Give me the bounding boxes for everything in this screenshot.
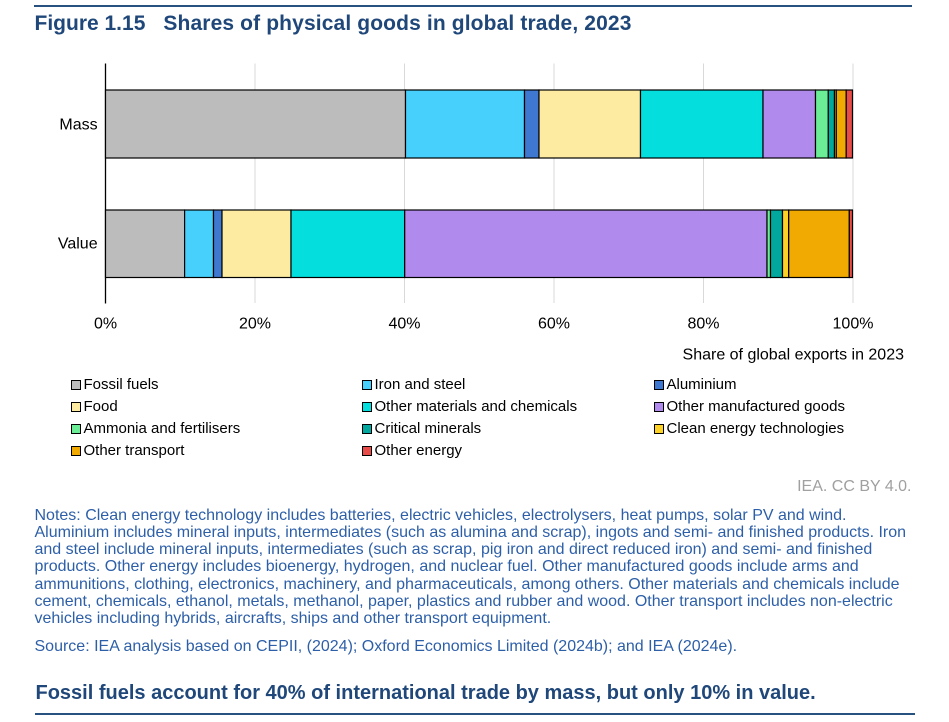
svg-text:Share of global exports in 202: Share of global exports in 2023	[683, 346, 905, 363]
svg-text:80%: 80%	[687, 316, 719, 333]
svg-text:40%: 40%	[388, 316, 420, 333]
svg-text:20%: 20%	[239, 316, 271, 333]
svg-text:60%: 60%	[538, 316, 570, 333]
svg-text:Value: Value	[58, 236, 98, 253]
svg-text:0%: 0%	[94, 316, 117, 333]
svg-text:Mass: Mass	[59, 117, 97, 134]
svg-text:100%: 100%	[833, 316, 874, 333]
